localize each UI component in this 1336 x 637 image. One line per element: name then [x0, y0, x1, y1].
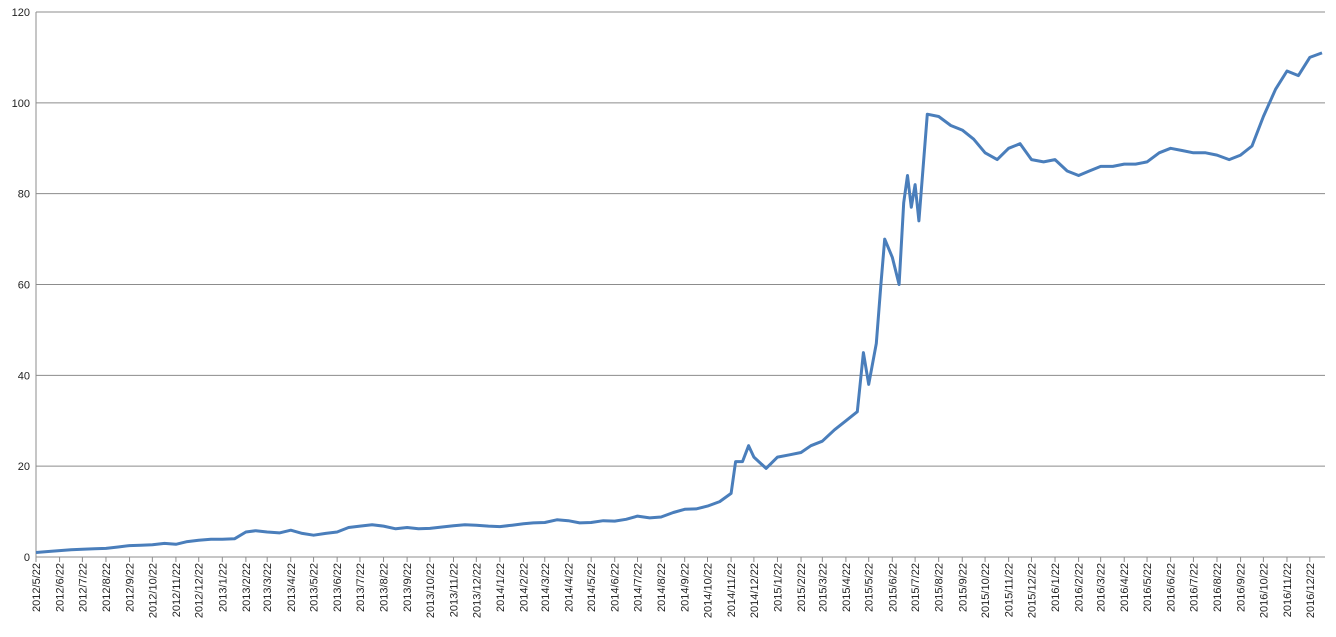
x-tick-label: 2016/2/22: [1074, 563, 1086, 612]
x-tick-label: 2013/2/22: [241, 563, 253, 612]
x-tick-label: 2016/12/22: [1305, 563, 1317, 618]
x-tick-label: 2015/3/22: [817, 563, 829, 612]
x-tick-label: 2012/7/22: [77, 563, 89, 612]
x-tick-label: 2016/3/22: [1096, 563, 1108, 612]
x-tick-label: 2014/3/22: [540, 563, 552, 612]
x-tick-label: 2012/10/22: [147, 563, 159, 618]
x-tick-label: 2015/10/22: [980, 563, 992, 618]
x-tick-label: 2012/9/22: [125, 563, 137, 612]
x-tick-label: 2014/2/22: [518, 563, 530, 612]
x-tick-label: 2014/7/22: [633, 563, 645, 612]
x-tick-label: 2016/6/22: [1166, 563, 1178, 612]
x-tick-label: 2016/1/22: [1050, 563, 1062, 612]
x-tick-label: 2013/5/22: [309, 563, 321, 612]
x-tick-label: 2013/11/22: [448, 563, 460, 617]
x-tick-label: 2016/7/22: [1188, 563, 1200, 612]
x-tick-label: 2014/5/22: [586, 563, 598, 612]
x-tick-label: 2016/8/22: [1212, 563, 1224, 612]
x-tick-label: 2013/1/22: [217, 563, 229, 612]
x-tick-label: 2012/11/22: [171, 563, 183, 617]
x-tick-label: 2014/6/22: [610, 563, 622, 612]
x-tick-label: 2013/9/22: [402, 563, 414, 612]
x-tick-label: 2016/5/22: [1142, 563, 1154, 612]
x-tick-label: 2015/11/22: [1004, 563, 1016, 617]
y-tick-label: 0: [24, 552, 30, 564]
x-tick-label: 2014/4/22: [563, 563, 575, 612]
x-tick-label: 2014/8/22: [656, 563, 668, 612]
x-tick-label: 2016/9/22: [1236, 563, 1248, 612]
data-line: [35, 51, 1323, 554]
x-tick-label: 2013/6/22: [332, 563, 344, 612]
y-tick-label: 40: [18, 370, 30, 382]
x-tick-label: 2012/5/22: [31, 563, 43, 612]
x-tick-label: 2015/2/22: [796, 563, 808, 612]
x-tick-label: 2014/12/22: [749, 563, 761, 618]
x-tick-label: 2015/8/22: [934, 563, 946, 612]
x-tick-label: 2013/12/22: [471, 563, 483, 618]
y-tick-label: 20: [18, 461, 30, 473]
x-tick-label: 2015/5/22: [864, 563, 876, 612]
x-tick-label: 2016/10/22: [1258, 563, 1270, 618]
x-tick-label: 2012/8/22: [101, 563, 113, 612]
x-tick-label: 2013/7/22: [355, 563, 367, 612]
x-tick-label: 2015/4/22: [841, 563, 853, 612]
x-tick-label: 2014/11/22: [726, 563, 738, 617]
x-tick-label: 2015/6/22: [887, 563, 899, 612]
y-tick-label: 120: [12, 7, 30, 19]
y-tick-label: 100: [12, 98, 30, 110]
x-tick-label: 2013/10/22: [425, 563, 437, 618]
x-tick-label: 2014/1/22: [495, 563, 507, 612]
y-tick-label: 80: [18, 189, 30, 201]
x-tick-label: 2015/7/22: [910, 563, 922, 612]
x-tick-label: 2016/11/22: [1282, 563, 1294, 617]
x-tick-label: 2014/10/22: [702, 563, 714, 618]
x-tick-label: 2013/4/22: [286, 563, 298, 612]
x-tick-label: 2016/4/22: [1119, 563, 1131, 612]
x-tick-label: 2013/8/22: [379, 563, 391, 612]
x-tick-label: 2012/6/22: [55, 563, 67, 612]
x-tick-label: 2012/12/22: [194, 563, 206, 618]
x-tick-label: 2015/1/22: [772, 563, 784, 612]
x-tick-label: 2015/9/22: [957, 563, 969, 612]
x-tick-label: 2013/3/22: [262, 563, 274, 612]
x-tick-label: 2014/9/22: [680, 563, 692, 612]
x-tick-label: 2015/12/22: [1026, 563, 1038, 618]
y-tick-label: 60: [18, 280, 30, 292]
